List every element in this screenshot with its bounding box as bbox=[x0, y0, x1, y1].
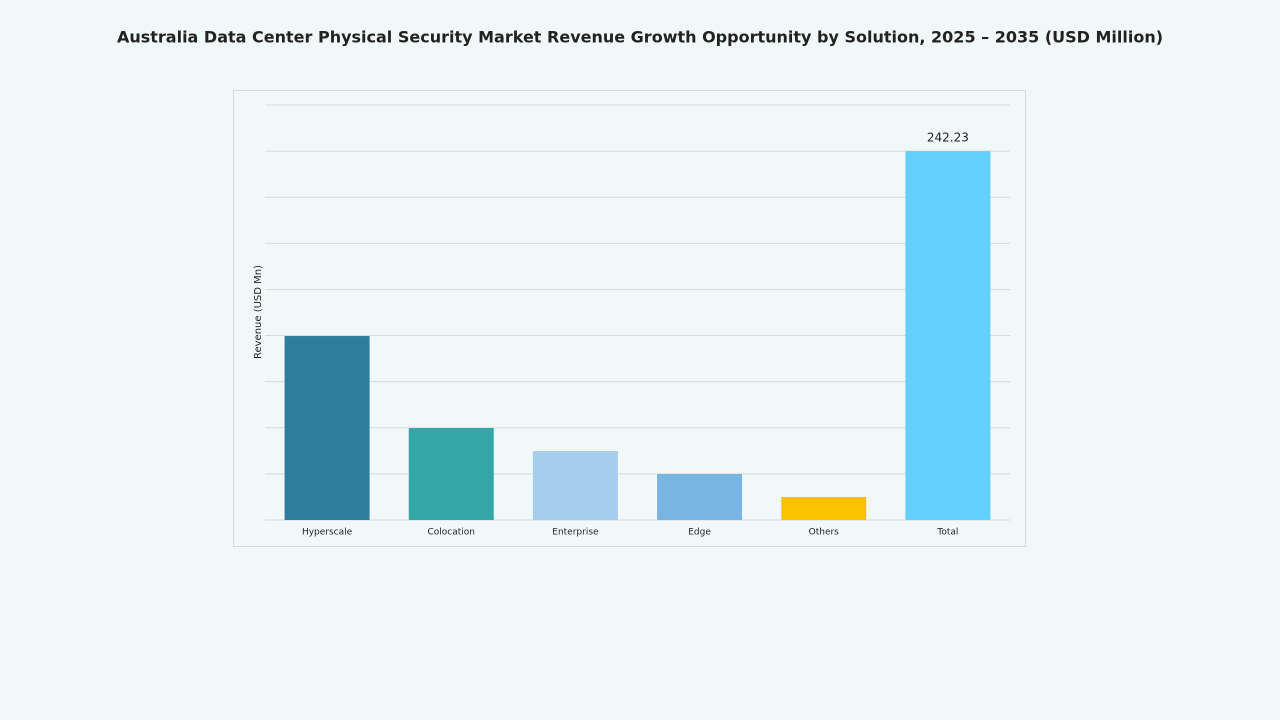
x-tick-label: Others bbox=[809, 528, 840, 538]
bar bbox=[408, 428, 494, 520]
x-tick-label: Enterprise bbox=[552, 528, 599, 538]
bar bbox=[781, 497, 867, 520]
x-tick-label: Total bbox=[936, 528, 958, 538]
x-tick-label: Colocation bbox=[427, 528, 475, 538]
bar bbox=[657, 474, 743, 520]
x-tick-label: Edge bbox=[688, 528, 711, 538]
y-axis-title: Revenue (USD Mn) bbox=[253, 265, 264, 359]
bar bbox=[532, 451, 618, 520]
bar bbox=[905, 151, 991, 521]
bar bbox=[284, 336, 370, 520]
value-label: 242.23 bbox=[927, 131, 969, 145]
chart-title: Australia Data Center Physical Security … bbox=[117, 28, 1163, 47]
x-tick-label: Hyperscale bbox=[302, 528, 353, 538]
